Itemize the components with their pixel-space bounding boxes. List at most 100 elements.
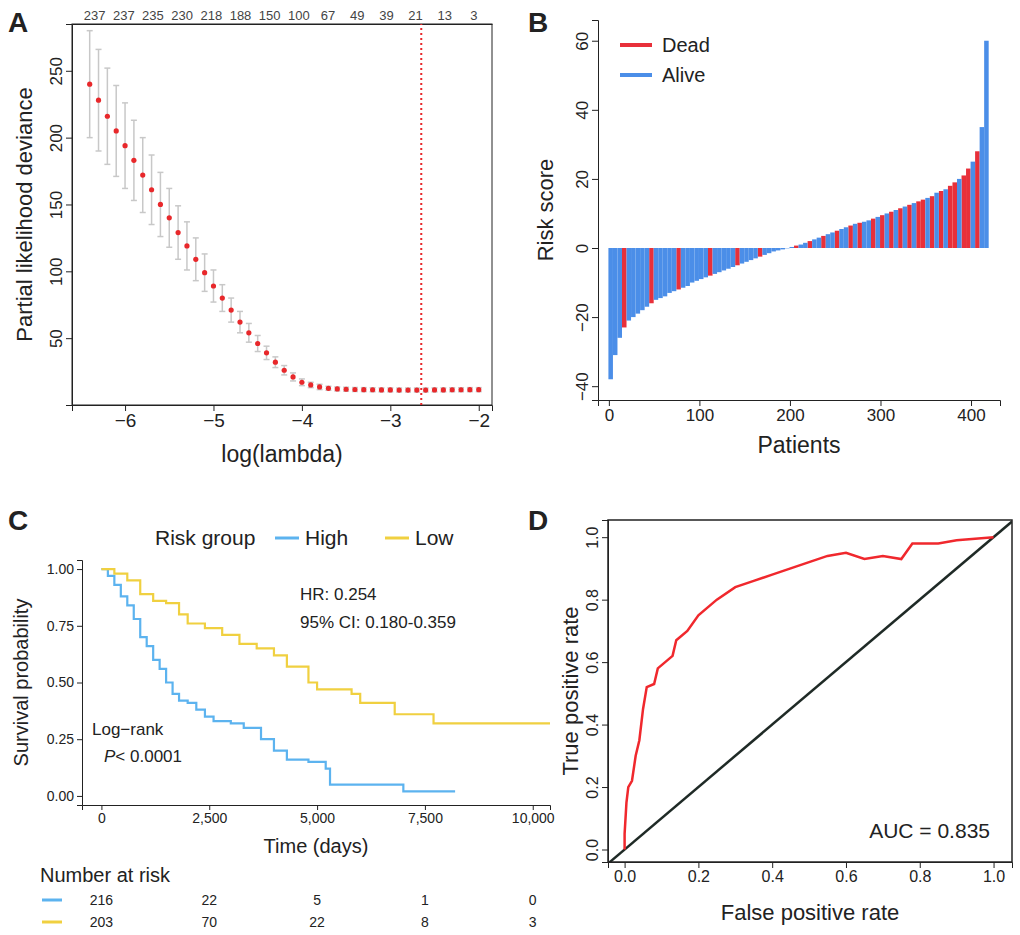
tick-label: 39 <box>379 8 393 23</box>
error-bar <box>378 388 384 392</box>
error-bar <box>361 388 367 392</box>
tick-label: 400 <box>957 406 985 425</box>
tick-label: 0.0 <box>584 839 601 861</box>
tick-label: 200 <box>776 406 804 425</box>
risk-count: 8 <box>421 914 429 930</box>
risk-table-swatch <box>42 899 62 902</box>
bar <box>857 223 862 248</box>
tick-mark <box>994 862 995 868</box>
tick-label: 188 <box>230 8 252 23</box>
error-bar <box>149 155 155 225</box>
bar <box>889 212 894 248</box>
annotation: HR: 0.254 <box>300 585 377 604</box>
legend-title: Risk group <box>155 526 255 549</box>
point <box>229 307 234 312</box>
error-cap <box>184 221 190 223</box>
y-axis-title: Risk score <box>533 159 558 262</box>
bar <box>690 248 695 283</box>
legend-swatch <box>385 537 409 540</box>
legend-swatch <box>620 43 652 47</box>
tick: −5 <box>203 405 225 431</box>
bar <box>975 151 980 248</box>
bar <box>627 248 632 321</box>
error-cap <box>193 280 199 282</box>
bar <box>803 243 808 248</box>
error-cap <box>149 224 155 226</box>
tick: 3 <box>470 8 477 24</box>
tick-label: 300 <box>867 406 895 425</box>
point <box>96 98 101 103</box>
tick: 237 <box>113 8 135 24</box>
error-cap <box>166 247 172 249</box>
plot-area <box>608 41 988 380</box>
tick-mark <box>77 626 82 627</box>
point <box>467 387 472 392</box>
tick-mark <box>77 569 82 570</box>
error-cap <box>264 359 270 361</box>
bar <box>808 241 813 248</box>
bar <box>885 213 890 248</box>
reference-vline <box>420 24 422 405</box>
y-axis-title: Survival probability <box>10 599 32 767</box>
error-cap <box>246 323 252 325</box>
bar <box>654 248 659 300</box>
error-cap <box>131 200 137 202</box>
tick-label: 0.00 <box>47 788 74 804</box>
error-cap <box>157 236 163 238</box>
point <box>388 387 393 392</box>
tick: 0.25 <box>47 731 82 747</box>
error-cap <box>281 365 287 367</box>
error-cap <box>264 345 270 347</box>
point <box>105 114 110 119</box>
tick: 13 <box>438 8 452 24</box>
tick-label: 0.50 <box>47 674 74 690</box>
tick-label: 49 <box>350 8 364 23</box>
axis-left: 0.00.20.40.60.81.0 <box>584 521 609 863</box>
legend-label: Low <box>415 526 454 549</box>
error-cap <box>299 378 305 380</box>
point <box>361 387 366 392</box>
risk-table-swatch <box>42 921 62 924</box>
tick-mark <box>77 683 82 684</box>
tick: 250 <box>47 57 72 85</box>
tick: 150 <box>47 191 72 219</box>
bar <box>799 245 804 248</box>
tick: −4 <box>292 405 314 431</box>
x-axis-title: False positive rate <box>721 900 900 925</box>
error-bar <box>343 387 349 391</box>
bar <box>948 186 953 248</box>
axis-bottom: 02,5005,0007,50010,000 <box>83 805 555 826</box>
tick-mark <box>602 787 608 788</box>
point <box>149 187 154 192</box>
error-cap <box>272 367 278 369</box>
tick-label: 100 <box>288 8 310 23</box>
tick-mark <box>592 41 598 42</box>
error-cap <box>299 385 305 387</box>
risk-table-title: Number at risk <box>40 864 171 886</box>
error-bar <box>449 388 455 392</box>
tick: 235 <box>142 8 164 24</box>
error-cap <box>184 269 190 271</box>
tick-mark <box>592 317 598 318</box>
tick: 10,000 <box>512 805 555 826</box>
bar <box>667 248 672 293</box>
tick: 1.0 <box>584 526 608 548</box>
error-bar <box>157 172 163 236</box>
tick: 0.0 <box>614 862 636 885</box>
point <box>193 257 198 262</box>
error-bar <box>246 323 252 342</box>
error-bar <box>219 285 225 312</box>
annotation: AUC = 0.835 <box>869 819 990 842</box>
tick: 40 <box>573 101 598 120</box>
bar <box>835 231 840 248</box>
point <box>450 387 455 392</box>
x-axis-title: Time (days) <box>264 835 369 857</box>
error-bar <box>317 384 323 389</box>
panel-d: 0.00.20.40.60.81.00.00.20.40.60.81.0AUC … <box>528 505 1013 925</box>
point <box>122 143 127 148</box>
bar <box>830 232 835 248</box>
bar <box>789 247 794 248</box>
bar <box>984 41 989 248</box>
tick: 218 <box>200 8 222 24</box>
tick: 100 <box>686 400 714 425</box>
